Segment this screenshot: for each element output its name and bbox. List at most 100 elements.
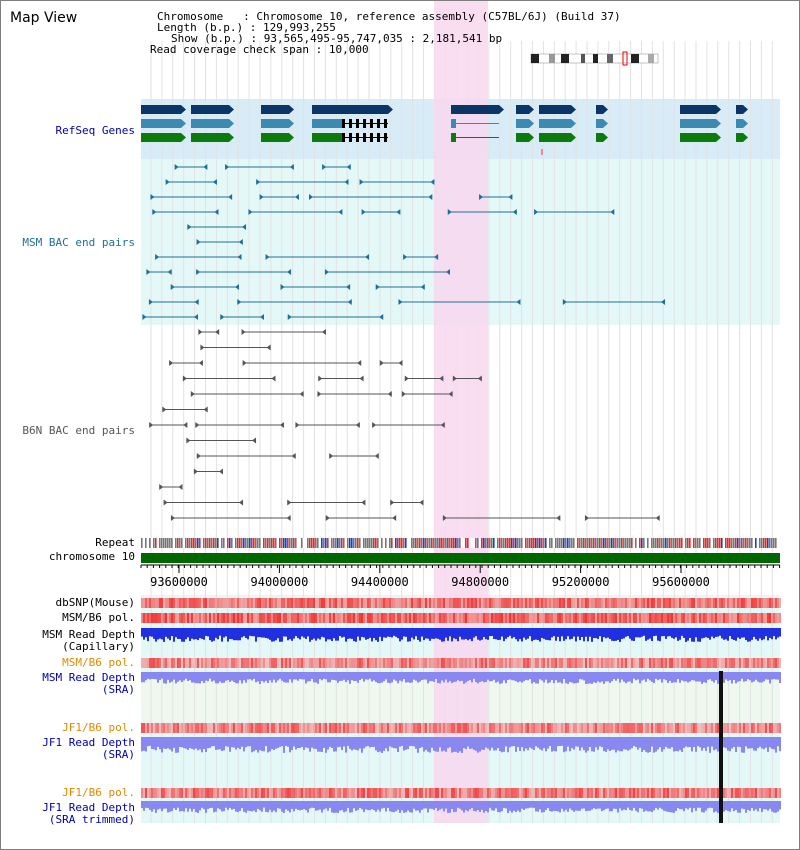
gene-block[interactable]: [736, 119, 743, 128]
gene-block[interactable]: [680, 133, 716, 142]
msm-depth-capillary-bar: [643, 628, 645, 636]
gene-block[interactable]: [516, 119, 529, 128]
jf1-b6-pol-strip: [225, 723, 227, 733]
track-label-msm-b6-pol[interactable]: MSM/B6 pol.: [62, 611, 135, 624]
gene-block[interactable]: [516, 133, 529, 142]
gene-block[interactable]: [596, 133, 603, 142]
track-label-refseq[interactable]: RefSeq Genes: [55, 124, 135, 137]
track-label-msm-bac[interactable]: MSM BAC end pairs: [22, 236, 135, 249]
jf1-b6-pol-strip: [573, 723, 575, 733]
gene-block[interactable]: [141, 133, 181, 142]
gene-strand-arrow[interactable]: [603, 105, 608, 114]
gene-block[interactable]: [680, 119, 716, 128]
gene-block[interactable]: [312, 119, 342, 128]
msm-depth-capillary-bar: [711, 628, 713, 637]
gene-block[interactable]: [191, 105, 229, 114]
gene-block[interactable]: [451, 133, 456, 142]
jf1-depth-sra-bar: [755, 737, 757, 751]
gene-block[interactable]: [596, 105, 603, 114]
jf1-b6-pol-trim-strip: [629, 788, 631, 798]
repeat-bar: [283, 538, 285, 548]
gene-strand-arrow[interactable]: [499, 105, 504, 114]
msm-depth-sra-bar: [607, 672, 609, 682]
jf1-depth-sra-bar: [617, 737, 619, 751]
gene-strand-arrow[interactable]: [603, 133, 608, 142]
track-label-jf1-b6-pol[interactable]: JF1/B6 pol.: [62, 721, 135, 734]
gene-block[interactable]: [261, 119, 289, 128]
gene-strand-arrow[interactable]: [229, 105, 234, 114]
gene-strand-arrow[interactable]: [529, 133, 534, 142]
gene-strand-arrow[interactable]: [743, 133, 748, 142]
jf1-b6-pol-strip: [745, 723, 747, 733]
gene-block[interactable]: [141, 119, 181, 128]
jf1-depth-trim-bar: [251, 801, 253, 812]
gene-strand-arrow[interactable]: [181, 133, 186, 142]
gene-block[interactable]: [261, 133, 289, 142]
jf1-depth-trim-bar: [621, 801, 623, 811]
gene-strand-arrow[interactable]: [716, 105, 721, 114]
gene-strand-arrow[interactable]: [571, 119, 576, 128]
gene-block[interactable]: [539, 119, 571, 128]
gene-strand-arrow[interactable]: [529, 105, 534, 114]
gene-block[interactable]: [596, 119, 603, 128]
track-label-msm-b6-pol-sra[interactable]: MSM/B6 pol.: [62, 656, 135, 669]
track-label-jf1-depth-sra[interactable]: JF1 Read Depth (SRA): [1, 737, 135, 761]
gene-strand-arrow[interactable]: [603, 119, 608, 128]
jf1-depth-sra-bar: [437, 737, 439, 752]
jf1-depth-sra-bar: [247, 737, 249, 747]
track-label-dbsnp[interactable]: dbSNP(Mouse): [55, 596, 135, 609]
msm-depth-sra-bar: [709, 672, 711, 680]
gene-strand-arrow[interactable]: [716, 133, 721, 142]
track-label-jf1-b6-pol-trim[interactable]: JF1/B6 pol.: [62, 786, 135, 799]
track-label-b6n-bac[interactable]: B6N BAC end pairs: [22, 424, 135, 437]
gene-strand-arrow[interactable]: [229, 133, 234, 142]
gene-strand-arrow[interactable]: [229, 119, 234, 128]
gene-strand-arrow[interactable]: [716, 119, 721, 128]
gene-strand-arrow[interactable]: [289, 119, 294, 128]
repeat-bar: [593, 538, 595, 548]
track-label-repeat[interactable]: Repeat: [95, 536, 135, 549]
msm-b6-pol-sra-strip: [741, 658, 743, 668]
jf1-b6-pol-strip: [291, 723, 293, 733]
msm-b6-pol-strip: [361, 613, 363, 623]
gene-block[interactable]: [516, 105, 529, 114]
msm-depth-capillary-bar: [567, 628, 569, 637]
dbsnp-strip: [155, 598, 157, 608]
gene-block[interactable]: [680, 105, 716, 114]
gene-block[interactable]: [312, 133, 342, 142]
gene-strand-arrow[interactable]: [571, 105, 576, 114]
gene-block[interactable]: [451, 105, 499, 114]
gene-block[interactable]: [141, 105, 181, 114]
gene-strand-arrow[interactable]: [181, 119, 186, 128]
gene-strand-arrow[interactable]: [181, 105, 186, 114]
jf1-depth-sra-bar: [639, 737, 641, 748]
gene-strand-arrow[interactable]: [529, 119, 534, 128]
gene-strand-arrow[interactable]: [289, 133, 294, 142]
gene-strand-arrow[interactable]: [571, 133, 576, 142]
gene-block[interactable]: [191, 133, 229, 142]
jf1-depth-trim-bar: [727, 801, 729, 811]
gene-block[interactable]: [736, 105, 743, 114]
repeat-bar: [555, 538, 557, 548]
track-label-jf1-depth-trim[interactable]: JF1 Read Depth (SRA trimmed): [1, 802, 135, 826]
gene-block[interactable]: [736, 133, 743, 142]
track-label-msm-depth-sra[interactable]: MSM Read Depth (SRA): [1, 672, 135, 696]
msm-depth-capillary-bar: [475, 628, 477, 637]
gene-block[interactable]: [312, 105, 388, 114]
dbsnp-strip: [717, 598, 719, 608]
msm-depth-sra-bar: [635, 672, 637, 681]
gene-strand-arrow[interactable]: [388, 105, 393, 114]
gene-strand-arrow[interactable]: [289, 105, 294, 114]
track-label-chromosome[interactable]: chromosome 10: [48, 550, 135, 563]
dbsnp-strip: [477, 598, 479, 608]
gene-block[interactable]: [539, 133, 571, 142]
gene-block[interactable]: [191, 119, 229, 128]
msm-depth-capillary-bar: [697, 628, 699, 642]
gene-block[interactable]: [539, 105, 571, 114]
gene-strand-arrow[interactable]: [743, 105, 748, 114]
gene-block[interactable]: [451, 119, 456, 128]
track-label-msm-depth-capillary[interactable]: MSM Read Depth (Capillary): [1, 629, 135, 653]
gene-block[interactable]: [261, 105, 289, 114]
gene-strand-arrow[interactable]: [743, 119, 748, 128]
